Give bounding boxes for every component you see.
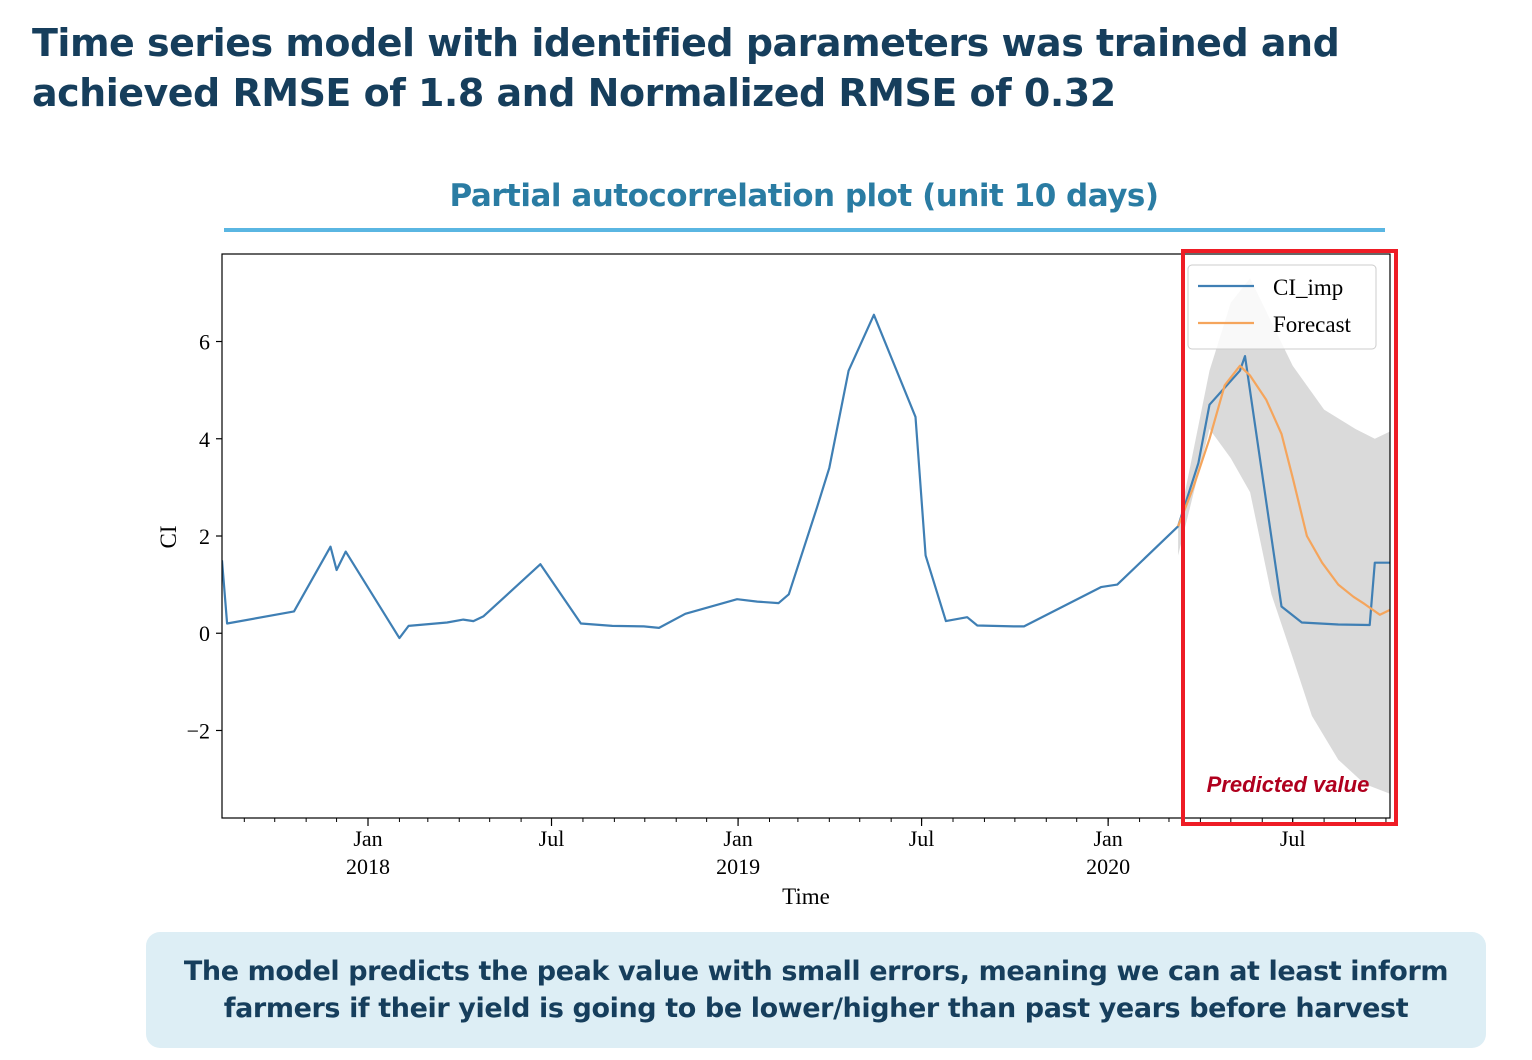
takeaway-callout: The model predicts the peak value with s… bbox=[146, 932, 1486, 1048]
y-tick-label: −2 bbox=[187, 718, 210, 743]
x-tick-year-label: 2020 bbox=[1086, 854, 1130, 879]
slide-title: Time series model with identified parame… bbox=[32, 21, 1340, 115]
chart-subtitle: Partial autocorrelation plot (unit 10 da… bbox=[449, 178, 1159, 214]
x-tick-year-label: 2018 bbox=[346, 854, 390, 879]
x-tick-label: Jan bbox=[353, 826, 382, 851]
x-tick-label: Jan bbox=[723, 826, 752, 851]
x-tick-year-label: 2019 bbox=[716, 854, 760, 879]
subtitle-divider bbox=[224, 228, 1385, 232]
y-tick-label: 2 bbox=[199, 524, 210, 549]
x-tick-label: Jul bbox=[1280, 826, 1306, 851]
takeaway-text: The model predicts the peak value with s… bbox=[183, 956, 1449, 1024]
series-line-forecast bbox=[1177, 364, 1390, 616]
legend-label-forecast: Forecast bbox=[1273, 312, 1352, 337]
prediction-highlight-box bbox=[1181, 249, 1398, 826]
y-axis-label: CI bbox=[156, 526, 181, 549]
x-tick-label: Jul bbox=[909, 826, 935, 851]
y-tick-label: 4 bbox=[199, 427, 210, 452]
x-tick-label: Jan bbox=[1093, 826, 1122, 851]
y-tick-label: 6 bbox=[199, 330, 210, 355]
chart-legend: CI_imp Forecast bbox=[1187, 264, 1377, 350]
y-tick-label: 0 bbox=[199, 621, 210, 646]
x-axis-label: Time bbox=[782, 884, 830, 909]
forecast-confidence-band bbox=[1178, 278, 1390, 794]
legend-label-ci-imp: CI_imp bbox=[1273, 275, 1343, 300]
prediction-annotation: Predicted value bbox=[1206, 772, 1370, 797]
x-tick-label: Jul bbox=[539, 826, 565, 851]
